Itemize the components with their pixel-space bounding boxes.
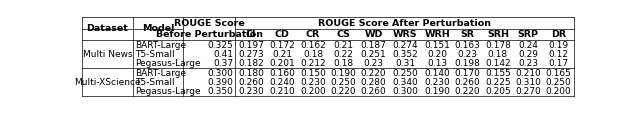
Text: 0.19: 0.19 <box>548 41 568 50</box>
Text: 0.21: 0.21 <box>272 50 292 59</box>
Text: 0.225: 0.225 <box>485 78 511 87</box>
Text: 0.200: 0.200 <box>546 87 572 96</box>
Text: 0.270: 0.270 <box>515 87 541 96</box>
Text: 0.250: 0.250 <box>392 69 419 77</box>
Text: CR: CR <box>306 30 320 39</box>
Text: 0.150: 0.150 <box>300 69 326 77</box>
Text: 0.200: 0.200 <box>300 87 326 96</box>
Text: 0.260: 0.260 <box>454 78 481 87</box>
Text: T5-Small: T5-Small <box>135 50 174 59</box>
Text: BART-Large: BART-Large <box>135 41 186 50</box>
Text: Multi News: Multi News <box>83 50 132 59</box>
Text: CI: CI <box>246 30 256 39</box>
Text: 0.250: 0.250 <box>330 78 356 87</box>
Text: BART-Large: BART-Large <box>135 69 186 77</box>
Text: 0.23: 0.23 <box>458 50 477 59</box>
Text: WRS: WRS <box>393 30 418 39</box>
Text: 0.178: 0.178 <box>485 41 511 50</box>
Text: Multi-XScience: Multi-XScience <box>74 78 141 87</box>
Text: SRH: SRH <box>487 30 509 39</box>
Text: 0.300: 0.300 <box>207 69 234 77</box>
Text: 0.24: 0.24 <box>518 41 538 50</box>
Text: 0.23: 0.23 <box>518 59 538 68</box>
Text: 0.352: 0.352 <box>392 50 419 59</box>
Text: 0.240: 0.240 <box>269 78 294 87</box>
Text: 0.251: 0.251 <box>361 50 387 59</box>
Text: DR: DR <box>551 30 566 39</box>
Text: 0.310: 0.310 <box>515 78 541 87</box>
Text: 0.142: 0.142 <box>485 59 511 68</box>
Text: SR: SR <box>461 30 475 39</box>
Text: CD: CD <box>275 30 289 39</box>
Text: 0.198: 0.198 <box>454 59 481 68</box>
Text: T5-Small: T5-Small <box>135 78 174 87</box>
Text: 0.273: 0.273 <box>238 50 264 59</box>
Text: 0.220: 0.220 <box>455 87 481 96</box>
Text: 0.37: 0.37 <box>213 59 234 68</box>
Text: 0.350: 0.350 <box>207 87 234 96</box>
Text: 0.162: 0.162 <box>300 41 326 50</box>
Text: 0.325: 0.325 <box>207 41 234 50</box>
Text: 0.220: 0.220 <box>330 87 356 96</box>
Text: 0.180: 0.180 <box>238 69 264 77</box>
Text: 0.13: 0.13 <box>428 59 447 68</box>
Text: WRH: WRH <box>424 30 450 39</box>
Text: 0.18: 0.18 <box>488 50 508 59</box>
Text: 0.31: 0.31 <box>396 59 415 68</box>
Text: CS: CS <box>337 30 350 39</box>
Text: 0.201: 0.201 <box>269 59 295 68</box>
Text: 0.190: 0.190 <box>424 87 450 96</box>
Text: 0.274: 0.274 <box>392 41 419 50</box>
Text: 0.18: 0.18 <box>303 50 323 59</box>
Text: ROUGE Score After Perturbation: ROUGE Score After Perturbation <box>318 19 491 28</box>
Text: 0.210: 0.210 <box>515 69 541 77</box>
Text: 0.220: 0.220 <box>361 69 387 77</box>
Text: Pegasus-Large: Pegasus-Large <box>135 59 200 68</box>
Text: 0.165: 0.165 <box>545 69 572 77</box>
Text: 0.260: 0.260 <box>361 87 387 96</box>
Text: 0.197: 0.197 <box>238 41 264 50</box>
Text: SRP: SRP <box>518 30 539 39</box>
Text: 0.23: 0.23 <box>364 59 383 68</box>
Text: 0.182: 0.182 <box>238 59 264 68</box>
Text: 0.170: 0.170 <box>454 69 481 77</box>
Text: 0.205: 0.205 <box>485 87 511 96</box>
Text: 0.160: 0.160 <box>269 69 295 77</box>
Text: 0.29: 0.29 <box>518 50 538 59</box>
Text: 0.230: 0.230 <box>424 78 450 87</box>
Text: 0.190: 0.190 <box>330 69 356 77</box>
Text: 0.21: 0.21 <box>333 41 353 50</box>
Text: 0.390: 0.390 <box>207 78 234 87</box>
Text: 0.340: 0.340 <box>392 78 419 87</box>
Text: 0.140: 0.140 <box>424 69 450 77</box>
Text: Dataset: Dataset <box>86 24 128 33</box>
Text: 0.18: 0.18 <box>333 59 353 68</box>
Text: 0.210: 0.210 <box>269 87 295 96</box>
Text: 0.12: 0.12 <box>548 50 568 59</box>
Text: ROUGE Score
Before Perturbation: ROUGE Score Before Perturbation <box>156 19 263 39</box>
Text: 0.260: 0.260 <box>238 78 264 87</box>
Text: 0.230: 0.230 <box>238 87 264 96</box>
Text: 0.212: 0.212 <box>300 59 326 68</box>
Text: 0.20: 0.20 <box>428 50 447 59</box>
Text: 0.172: 0.172 <box>269 41 295 50</box>
Text: Pegasus-Large: Pegasus-Large <box>135 87 200 96</box>
Text: 0.17: 0.17 <box>548 59 568 68</box>
Text: 0.151: 0.151 <box>424 41 450 50</box>
Text: 0.300: 0.300 <box>392 87 419 96</box>
Text: 0.230: 0.230 <box>300 78 326 87</box>
Text: 0.22: 0.22 <box>333 50 353 59</box>
Text: 0.187: 0.187 <box>361 41 387 50</box>
Text: 0.280: 0.280 <box>361 78 387 87</box>
Text: 0.163: 0.163 <box>454 41 481 50</box>
Text: WD: WD <box>364 30 383 39</box>
Text: 0.41: 0.41 <box>213 50 234 59</box>
Text: Model: Model <box>142 24 174 33</box>
Text: 0.250: 0.250 <box>546 78 572 87</box>
Text: 0.155: 0.155 <box>485 69 511 77</box>
